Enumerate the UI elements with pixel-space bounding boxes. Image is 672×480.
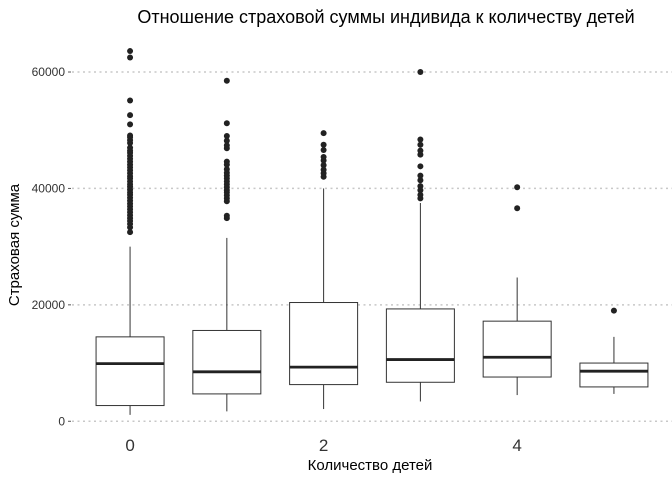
boxplots (95, 48, 649, 415)
y-tick-label: 60000 (32, 65, 66, 79)
outlier-point (417, 141, 424, 148)
outlier-point (320, 141, 327, 148)
x-tick-label: 2 (319, 436, 328, 455)
outlier-point (127, 112, 134, 119)
box-iqr (385, 308, 455, 383)
gridlines (72, 71, 672, 423)
outlier-point (223, 212, 230, 219)
box-group-0 (95, 48, 165, 415)
y-axis-title: Страховая сумма (6, 183, 23, 306)
outlier-point (320, 162, 327, 169)
box-group-1 (192, 77, 262, 412)
y-axis-ticks: 0 20000 40000 60000 (32, 65, 71, 428)
outlier-point (223, 133, 230, 140)
outlier-point (417, 69, 424, 76)
outlier-point (417, 136, 424, 143)
box-group-2 (289, 130, 359, 410)
outlier-point (417, 147, 424, 154)
chart-title: Отношение страховой суммы индивида к кол… (137, 7, 634, 27)
outlier-point (127, 97, 134, 104)
outlier-point (223, 120, 230, 127)
outlier-point (417, 183, 424, 190)
outlier-point (223, 77, 230, 84)
outlier-point (514, 184, 521, 191)
x-tick-label: 4 (512, 436, 521, 455)
box-group-3 (385, 69, 455, 402)
y-tick-label: 20000 (32, 298, 66, 312)
outlier-point (127, 48, 134, 55)
outlier-point (320, 166, 327, 173)
outlier-point (417, 172, 424, 179)
outlier-point (127, 132, 134, 139)
outlier-point (514, 205, 521, 212)
x-tick-label: 0 (125, 436, 134, 455)
y-tick-label: 40000 (32, 181, 66, 195)
y-tick-label: 0 (58, 414, 65, 428)
box-group-5 (579, 307, 649, 394)
outlier-point (320, 130, 327, 137)
box-iqr (192, 329, 262, 395)
outlier-point (127, 54, 134, 61)
outlier-point (223, 137, 230, 144)
outlier-point (127, 121, 134, 128)
outlier-point (320, 154, 327, 160)
outlier-point (127, 144, 134, 151)
outlier-point (223, 158, 230, 165)
box-group-4 (482, 184, 552, 396)
box-iqr (579, 362, 649, 388)
outlier-point (417, 163, 424, 170)
box-iqr (482, 320, 552, 378)
outlier-point (417, 191, 424, 198)
outlier-point (610, 307, 617, 314)
outlier-point (223, 166, 230, 173)
box-iqr (289, 302, 359, 386)
outlier-point (320, 147, 327, 154)
x-axis-ticks: 0 2 4 (125, 436, 522, 455)
outlier-point (417, 177, 424, 184)
outlier-point (127, 229, 134, 236)
outlier-point (223, 142, 230, 149)
box-iqr (95, 336, 165, 407)
x-axis-title: Количество детей (308, 457, 433, 474)
